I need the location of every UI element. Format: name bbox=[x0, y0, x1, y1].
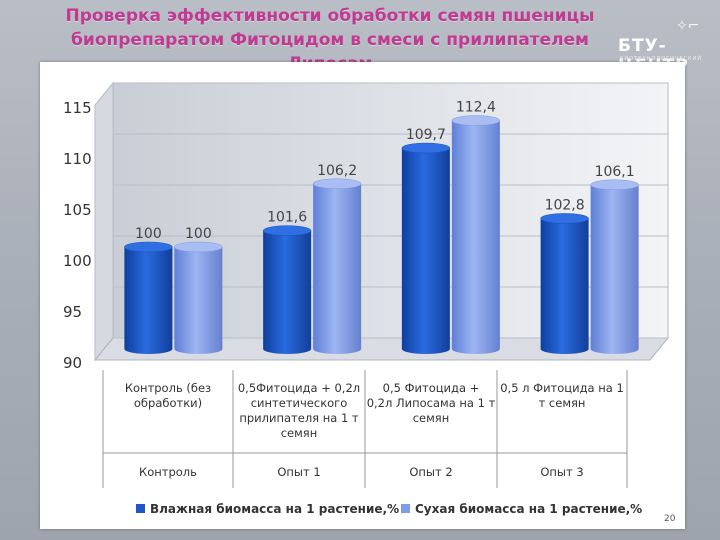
y-tick-label: 95 bbox=[63, 303, 82, 321]
data-label-0-1: 101,6 bbox=[267, 210, 307, 226]
bar-top-1-1 bbox=[312, 178, 362, 190]
bar-top-0-1 bbox=[262, 225, 312, 236]
legend: Влажная биомасса на 1 растение,% Сухая б… bbox=[41, 488, 684, 528]
data-label-1-2: 112,4 bbox=[456, 100, 496, 116]
category-label-3: т семян bbox=[539, 396, 586, 410]
legend-swatch-dry bbox=[401, 504, 410, 513]
page-number: 20 bbox=[664, 514, 676, 524]
bar-top-1-3 bbox=[590, 179, 639, 191]
legend-label-wet: Влажная биомасса на 1 растение,% bbox=[150, 502, 400, 516]
data-label-0-2: 109,7 bbox=[406, 127, 446, 143]
group-label-2: Опыт 2 bbox=[409, 465, 452, 479]
category-label-1: 0,5Фитоцида + 0,2л bbox=[238, 381, 360, 395]
group-label-3: Опыт 3 bbox=[540, 465, 583, 479]
y-tick-label: 105 bbox=[63, 201, 92, 219]
y-tick-label: 90 bbox=[63, 354, 82, 372]
bar-1-3 bbox=[590, 184, 639, 354]
category-label-0: обработки) bbox=[134, 396, 202, 410]
bar-0-3 bbox=[540, 218, 589, 354]
legend-item-dry: Сухая биомасса на 1 растение,% bbox=[401, 502, 642, 516]
data-label-1-0: 100 bbox=[185, 226, 212, 242]
category-label-0: Контроль (без bbox=[125, 381, 211, 395]
bar-0-1 bbox=[263, 230, 312, 354]
bar-top-1-0 bbox=[174, 241, 223, 253]
logo-mark-icon: ✧⌐ bbox=[676, 18, 700, 34]
bar-top-1-2 bbox=[451, 115, 501, 126]
category-label-2: семян bbox=[413, 411, 450, 425]
category-label-2: 0,5 Фитоцида + bbox=[383, 381, 480, 395]
category-label-1: семян bbox=[281, 426, 318, 440]
legend-label-dry: Сухая биомасса на 1 растение,% bbox=[415, 502, 643, 516]
bar-1-0 bbox=[174, 247, 223, 354]
legend-item-wet: Влажная биомасса на 1 растение,% bbox=[136, 502, 399, 516]
bar-top-0-3 bbox=[540, 213, 589, 224]
title-line-1: Проверка эффективности обработки семян п… bbox=[65, 6, 595, 26]
bar-top-0-2 bbox=[401, 142, 451, 154]
data-label-1-1: 106,2 bbox=[317, 163, 357, 179]
category-label-1: прилипателя на 1 т bbox=[239, 411, 359, 425]
legend-swatch-wet bbox=[136, 504, 145, 513]
group-label-0: Контроль bbox=[139, 465, 197, 479]
data-label-0-0: 100 bbox=[135, 226, 162, 242]
y-tick-label: 110 bbox=[63, 150, 92, 168]
bar-0-2 bbox=[401, 148, 450, 354]
chart-side-wall bbox=[94, 81, 114, 362]
category-label-1: синтетического bbox=[251, 396, 348, 410]
category-label-2: 0,2л Липосама на 1 т bbox=[367, 396, 496, 410]
y-tick-label: 115 bbox=[63, 99, 92, 117]
category-label-3: 0,5 л Фитоцида на 1 bbox=[500, 381, 624, 395]
bar-1-1 bbox=[313, 183, 362, 354]
bar-1-2 bbox=[451, 120, 500, 355]
y-tick-label: 100 bbox=[63, 252, 92, 270]
bar-0-0 bbox=[124, 247, 173, 354]
data-label-0-3: 102,8 bbox=[545, 197, 585, 213]
bar-top-0-0 bbox=[124, 241, 173, 253]
data-label-1-3: 106,1 bbox=[595, 164, 635, 180]
group-label-1: Опыт 1 bbox=[277, 465, 320, 479]
